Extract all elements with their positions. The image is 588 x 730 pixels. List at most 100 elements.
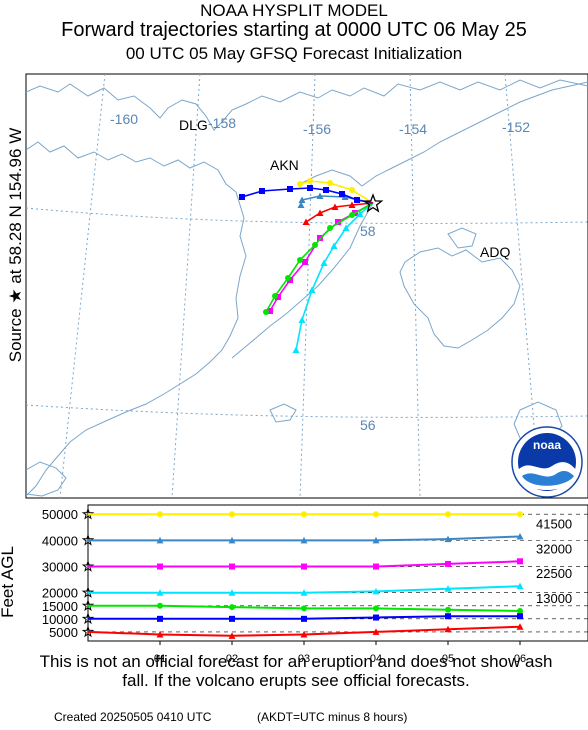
altitude-point <box>157 615 163 622</box>
map-trajectory-point <box>316 209 324 216</box>
altitude-point <box>444 585 452 592</box>
time-tick-label: 03 <box>298 653 310 665</box>
altitude-point <box>228 632 236 639</box>
map-trajectory-point <box>320 259 328 266</box>
lat-label: 56 <box>360 417 376 433</box>
map-trajectory-line <box>265 202 374 313</box>
map-trajectory-point <box>331 203 339 210</box>
map-trajectory-point <box>287 186 293 192</box>
altitude-point <box>229 511 235 518</box>
lon-label: -160 <box>110 111 138 127</box>
lat-label: 58 <box>360 223 376 239</box>
altitude-point <box>228 589 236 596</box>
altitude-point <box>517 511 523 518</box>
place-dlg: DLG <box>179 117 208 133</box>
altitude-point <box>517 613 523 620</box>
altitude-point <box>445 511 451 518</box>
place-labels: DLG AKN ADQ <box>179 117 510 260</box>
map-trajectory-point <box>297 201 305 208</box>
map-trajectory-point <box>356 210 364 217</box>
map-trajectory-point <box>335 219 341 225</box>
map-trajectory-point <box>354 197 360 203</box>
time-tick-label: 06 <box>514 653 526 665</box>
noaa-logo: noaa <box>511 426 583 498</box>
place-adq: ADQ <box>480 244 510 260</box>
altitude-point <box>156 536 164 544</box>
timezone-note: (AKDT=UTC minus 8 hours) <box>257 710 408 724</box>
map-trajectory-point <box>263 309 269 315</box>
map-trajectory-point <box>316 192 324 199</box>
map-trajectory-point <box>307 185 313 191</box>
altitude-point <box>516 582 524 590</box>
map-trajectory-point <box>298 316 306 323</box>
altitude-point <box>300 589 308 596</box>
map-trajectory-point <box>312 242 318 248</box>
map-trajectory-point <box>302 218 310 225</box>
altitude-point <box>229 604 235 611</box>
coastline <box>26 79 588 497</box>
end-height-labels: 41500 32000 22500 13000 <box>536 516 572 606</box>
map-trajectory-point <box>327 225 333 231</box>
altitude-point <box>300 536 308 544</box>
altitude-tick-label: 20000 <box>42 586 78 601</box>
altitude-point <box>517 558 523 565</box>
altitude-point <box>301 563 307 570</box>
map-trajectory-point <box>297 181 303 187</box>
altitude-point <box>301 605 307 612</box>
map-trajectory-point <box>349 187 355 193</box>
altitude-point <box>372 628 380 635</box>
start-star-icon <box>81 625 95 638</box>
map-trajectory-point <box>302 259 308 265</box>
map-trajectory-point <box>297 257 303 263</box>
map-trajectory-point <box>349 212 355 218</box>
start-star-icon <box>81 586 95 598</box>
time-tick-label: 02 <box>226 653 238 665</box>
map-trajectory-point <box>275 294 281 300</box>
created-timestamp: Created 20250505 0410 UTC <box>54 710 212 724</box>
altitude-point <box>157 563 163 570</box>
lon-label: -152 <box>502 119 530 135</box>
altitude-point <box>228 536 236 544</box>
map-trajectory-point <box>239 194 245 200</box>
altitude-point <box>373 511 379 518</box>
lon-label: -154 <box>399 121 427 137</box>
chart-subtitle: 00 UTC 05 May GFSQ Forecast Initializati… <box>125 44 463 63</box>
altitude-point <box>372 587 380 595</box>
map-trajectory-point <box>330 242 338 249</box>
altitude-point <box>444 535 452 543</box>
altitude-point <box>373 605 379 612</box>
disclaimer-text: This is not an official forecast for an … <box>39 652 553 690</box>
altitude-series <box>87 511 524 639</box>
altitude-point <box>516 623 524 630</box>
altitude-tick-label: 30000 <box>42 560 78 575</box>
altitude-point <box>229 563 235 570</box>
altitude-point <box>156 589 164 596</box>
map-trajectory-point <box>307 178 313 184</box>
chart-title: Forward trajectories starting at 0000 UT… <box>61 19 527 41</box>
end-height-label: 41500 <box>536 516 572 531</box>
latitude-labels: 58 56 <box>360 223 376 433</box>
time-tick-label: 04 <box>370 653 382 665</box>
altitude-tick-label: 15000 <box>42 599 78 614</box>
altitude-point <box>229 615 235 622</box>
start-star-icon <box>81 612 95 625</box>
altitude-point <box>301 511 307 518</box>
map-trajectory-point <box>267 308 273 314</box>
map-trajectory-point <box>342 224 350 231</box>
map-trajectory-point <box>339 191 345 197</box>
start-star-icon <box>81 507 95 520</box>
model-title: NOAA HYSPLIT MODEL <box>200 1 388 20</box>
longitude-labels: -160 -158 -156 -154 -152 <box>110 111 530 137</box>
altitude-point <box>516 532 524 540</box>
map-frame <box>25 73 588 499</box>
altitude-point <box>445 560 451 567</box>
map-trajectory-point <box>298 196 306 203</box>
map-trajectory-point <box>292 346 300 353</box>
map-trajectory-point <box>323 187 329 193</box>
altitude-tick-label: 5000 <box>49 625 78 640</box>
lon-label: -158 <box>208 115 236 131</box>
source-star-icon <box>362 193 384 213</box>
map-trajectory-point <box>272 293 278 299</box>
